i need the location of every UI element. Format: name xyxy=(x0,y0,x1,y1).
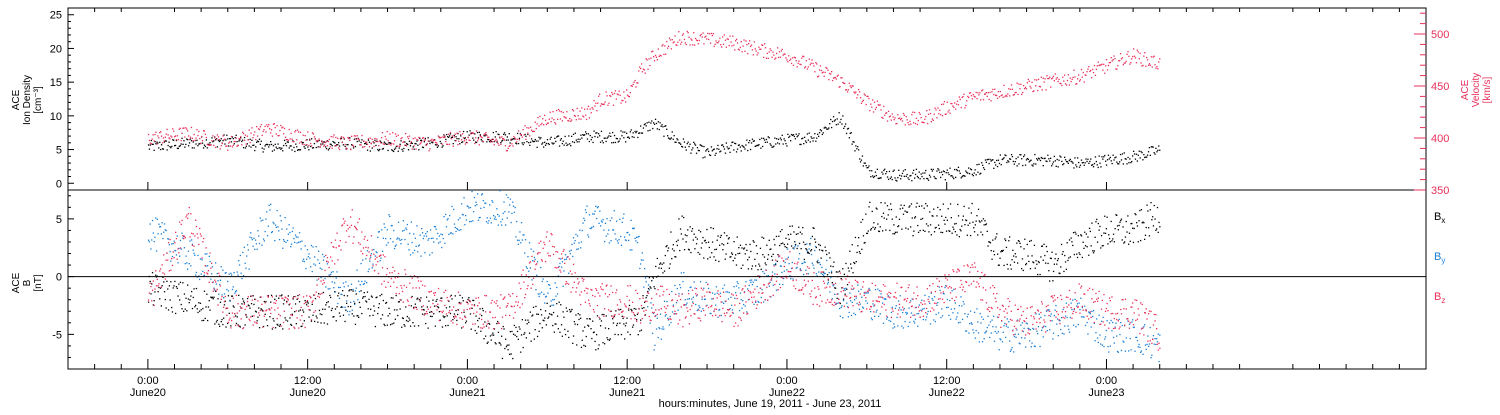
bottom-y-axis-title-line: B xyxy=(22,279,33,286)
legend-bz: Bz xyxy=(1434,291,1445,305)
panel-frames xyxy=(68,8,1426,369)
y2-tick-label: 400 xyxy=(1431,133,1449,145)
x-tick-time-label: 0:00 xyxy=(1096,375,1117,387)
x-tick-time-label: 12:00 xyxy=(613,375,641,387)
x-tick-date-label: June22 xyxy=(929,387,965,399)
legend-bx: Bx xyxy=(1434,211,1445,225)
bottom-y-tick-label: -5 xyxy=(52,329,62,341)
data-layer xyxy=(148,31,1161,362)
bz-points xyxy=(148,207,1161,351)
x-tick-date-label: June21 xyxy=(449,387,485,399)
bottom-y-tick-label: 5 xyxy=(56,214,62,226)
top-y-tick-label: 5 xyxy=(56,145,62,157)
legend-by: By xyxy=(1434,251,1445,265)
top-y-axis-title-line: [cm⁻³] xyxy=(33,86,44,114)
x-tick-time-label: 12:00 xyxy=(933,375,961,387)
y2-axis-title-line: ACE xyxy=(1460,79,1471,100)
top-y-tick-label: 10 xyxy=(50,111,62,123)
bottom-panel-frame xyxy=(68,190,1426,369)
top-panel-frame xyxy=(68,8,1426,190)
bottom-y-tick-label: 0 xyxy=(56,272,62,284)
x-tick-time-label: 12:00 xyxy=(294,375,322,387)
y2-tick-label: 350 xyxy=(1431,185,1449,197)
bottom-y-axis-title-line: [nT] xyxy=(33,274,44,291)
x-tick-date-label: June20 xyxy=(290,387,326,399)
x-tick-date-label: June23 xyxy=(1088,387,1124,399)
x-tick-date-label: June21 xyxy=(609,387,645,399)
x-tick-time-label: 0:00 xyxy=(457,375,478,387)
top-y-tick-label: 25 xyxy=(50,10,62,22)
top-y-axis-title-line: ACE xyxy=(11,89,22,110)
x-tick-date-label: June20 xyxy=(130,387,166,399)
y2-tick-label: 500 xyxy=(1431,29,1449,41)
top-y-tick-label: 15 xyxy=(50,77,62,89)
x-axis-label: hours:minutes, June 19, 2011 - June 23, … xyxy=(659,398,882,410)
y2-tick-label: 450 xyxy=(1431,81,1449,93)
top-y-axis-title-line: Ion Density xyxy=(22,75,33,125)
top-y-tick-label: 20 xyxy=(50,43,62,55)
bx-points xyxy=(148,202,1161,359)
bottom-y-axis-title-line: ACE xyxy=(11,272,22,293)
velocity-points xyxy=(148,31,1161,152)
top-y-tick-label: 0 xyxy=(56,178,62,190)
axes-layer: 0510152025-5053504004505000:00June2012:0… xyxy=(50,8,1450,399)
x-tick-time-label: 0:00 xyxy=(137,375,158,387)
x-tick-time-label: 0:00 xyxy=(776,375,797,387)
ion-density-points xyxy=(148,112,1161,182)
y2-axis-title-line: [km/s] xyxy=(1482,76,1493,103)
y2-axis-title-line: Velocity xyxy=(1471,73,1482,107)
